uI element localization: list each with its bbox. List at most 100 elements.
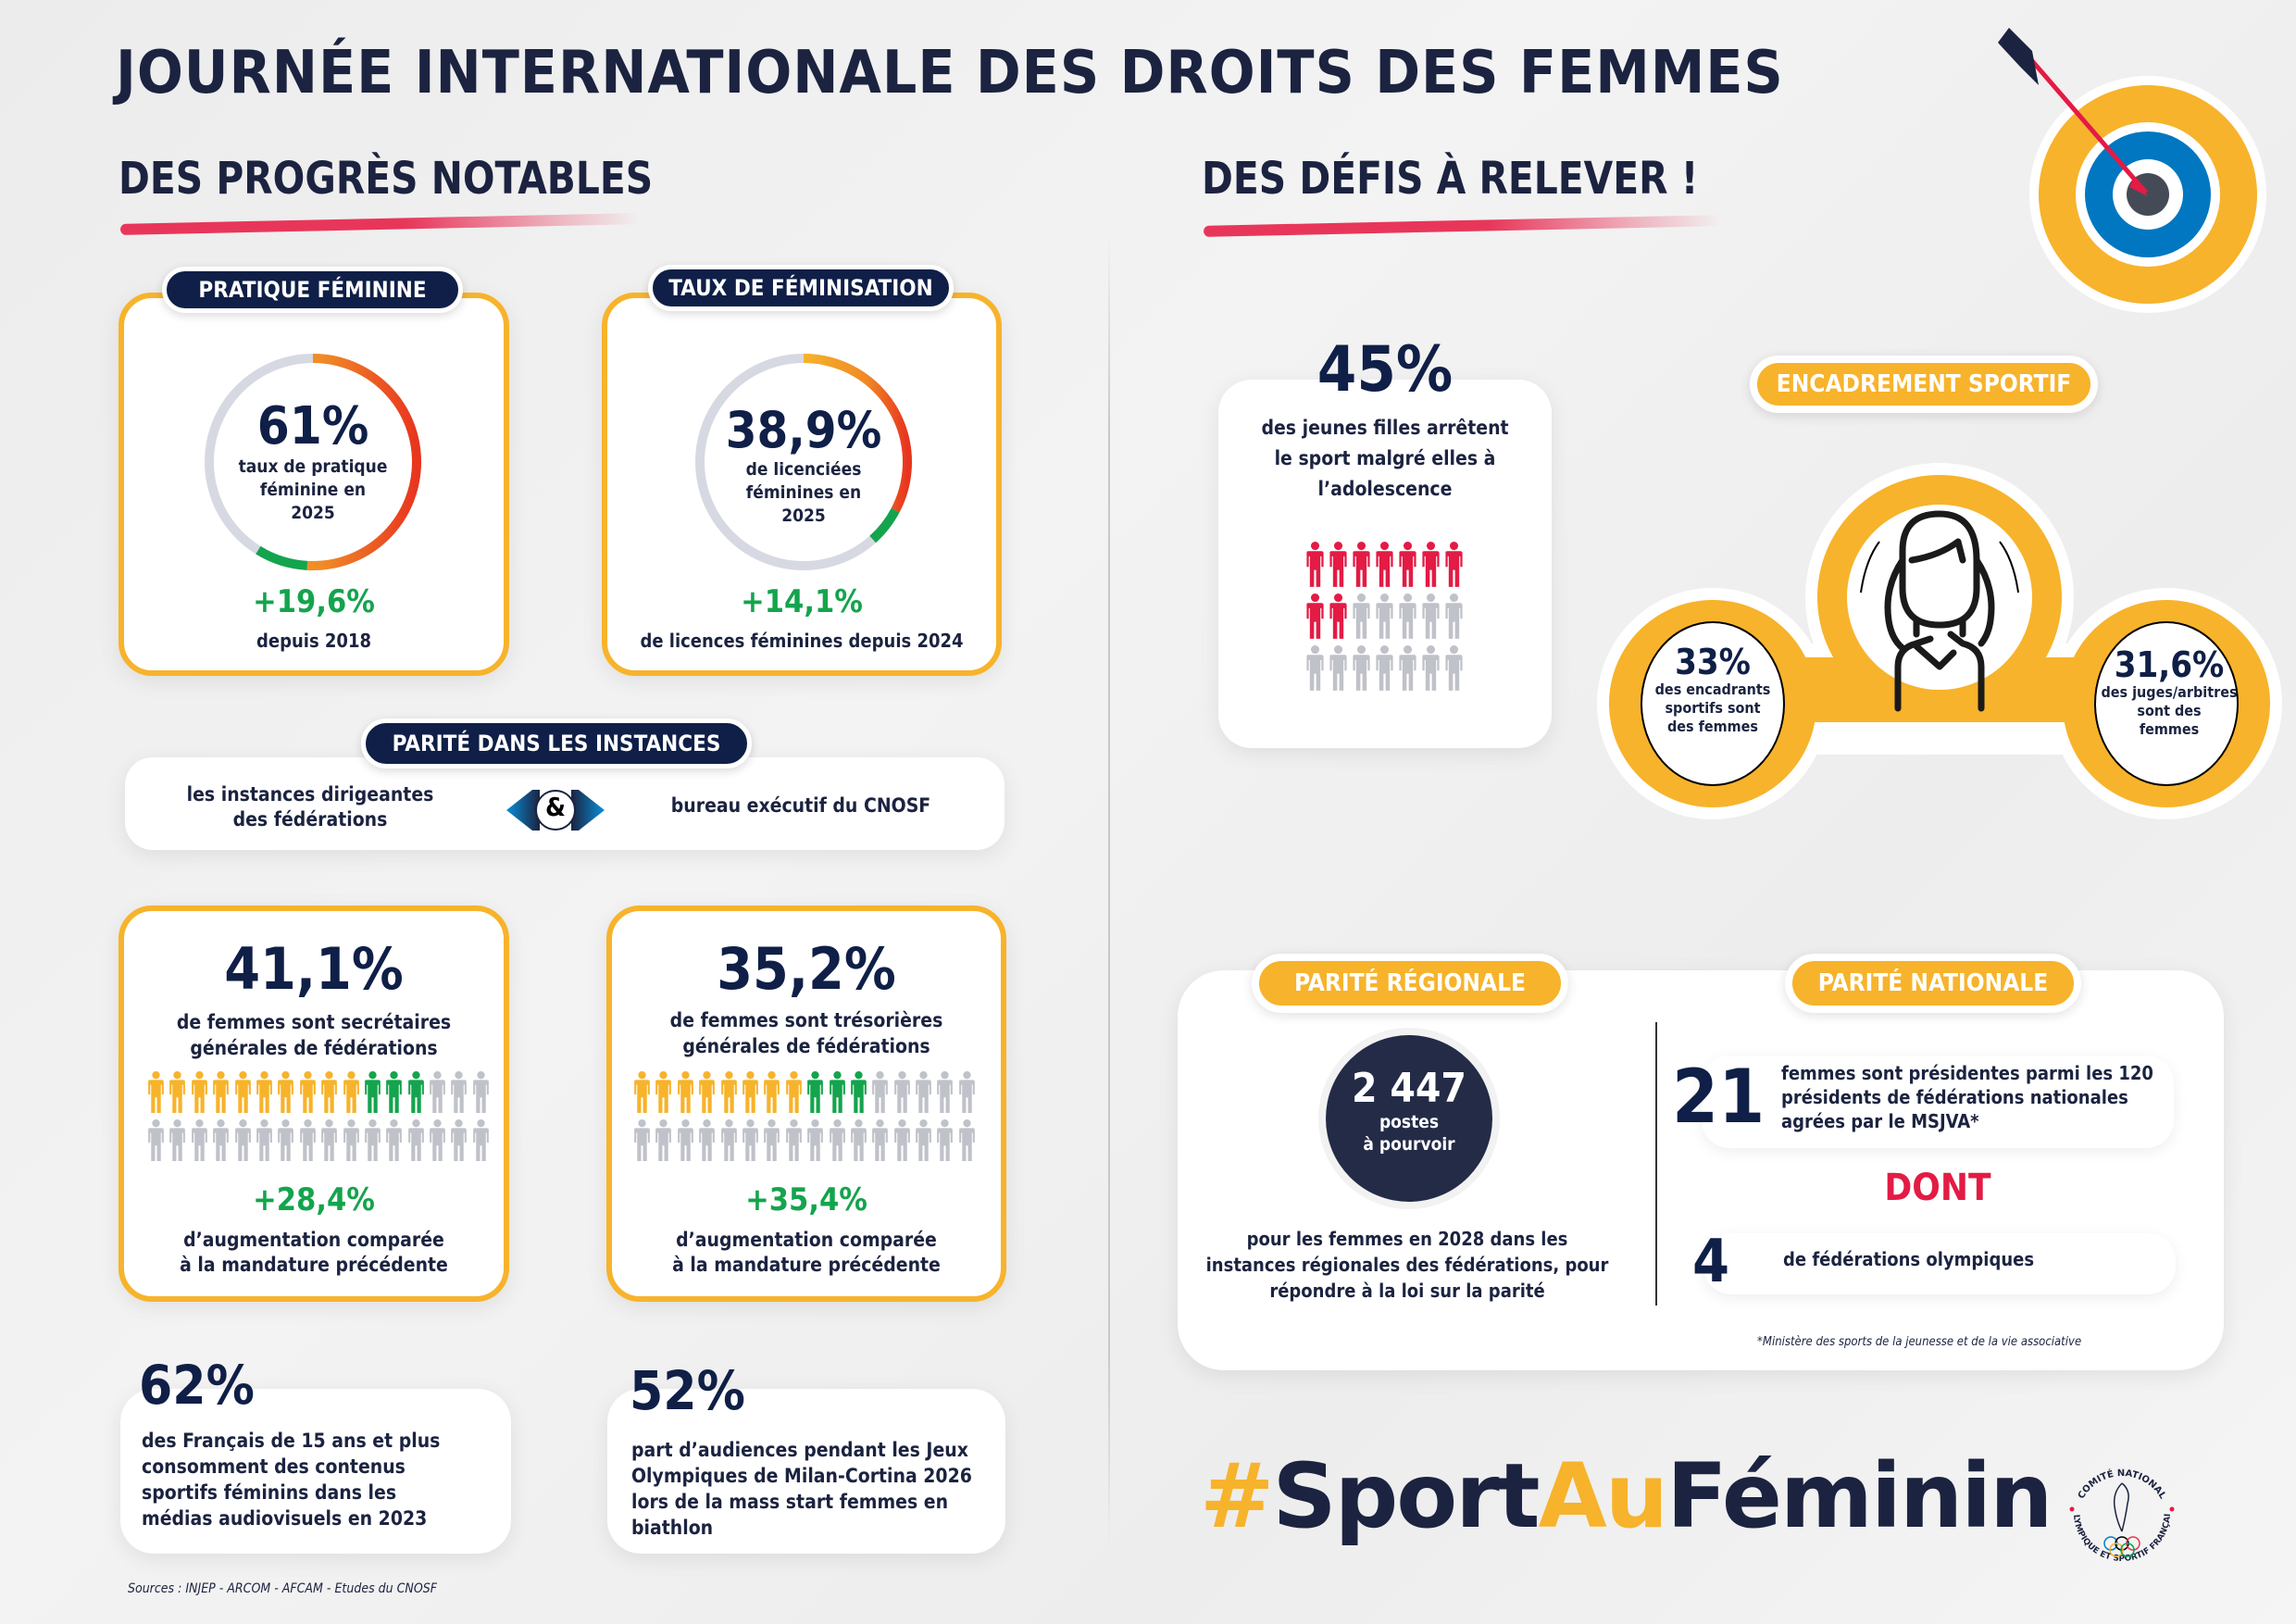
person-icon bbox=[914, 1119, 933, 1166]
person-icon bbox=[828, 1071, 847, 1118]
person-icon bbox=[1443, 542, 1465, 592]
person-icon bbox=[1328, 593, 1349, 643]
feminisation-delta-desc: de licences féminines depuis 2024 bbox=[640, 630, 964, 652]
medias-desc-4: médias audiovisuels en 2023 bbox=[142, 1507, 428, 1530]
audiences-desc-4: biathlon bbox=[631, 1517, 714, 1539]
person-icon bbox=[1351, 542, 1372, 592]
msjva-footnote: *Ministère des sports de la jeunesse et … bbox=[1757, 1335, 2082, 1349]
parite-regionale-tag: PARITÉ RÉGIONALE bbox=[1252, 954, 1568, 1013]
pratique-feminine-tag: PRATIQUE FÉMININE bbox=[162, 267, 463, 313]
person-icon bbox=[276, 1071, 295, 1118]
person-icon bbox=[1328, 645, 1349, 695]
person-icon bbox=[211, 1071, 231, 1118]
pratique-delta-desc: depuis 2018 bbox=[256, 630, 371, 652]
person-icon bbox=[233, 1071, 253, 1118]
secretaires-value: 41,1% bbox=[224, 935, 404, 1003]
person-icon bbox=[870, 1071, 890, 1118]
person-icon bbox=[1304, 593, 1326, 643]
person-icon bbox=[1304, 542, 1326, 592]
person-icon bbox=[342, 1071, 361, 1118]
abandon-pictogram bbox=[1304, 542, 1471, 697]
pratique-donut-chart bbox=[198, 347, 428, 577]
person-icon bbox=[168, 1119, 187, 1166]
person-icon bbox=[957, 1071, 977, 1118]
person-icon bbox=[298, 1119, 318, 1166]
person-icon bbox=[719, 1119, 739, 1166]
tresorieres-pictogram bbox=[632, 1071, 984, 1168]
feminisation-value: 38,9% bbox=[725, 401, 882, 459]
person-icon bbox=[935, 1071, 955, 1118]
postes-circle bbox=[1326, 1035, 1492, 1202]
person-icon bbox=[471, 1071, 491, 1118]
pratique-desc-2: féminine en bbox=[259, 480, 367, 500]
parite-instances-left-1: les instances dirigeantes bbox=[186, 783, 434, 806]
person-icon bbox=[1420, 542, 1441, 592]
tresorieres-delta-desc-2: à la mandature précédente bbox=[672, 1254, 941, 1276]
feminisation-desc-1: de licenciées bbox=[745, 459, 862, 480]
encadrement-tag: ENCADREMENT SPORTIF bbox=[1750, 356, 2098, 413]
secretaires-delta: +28,4% bbox=[253, 1181, 375, 1218]
person-icon bbox=[1328, 542, 1349, 592]
person-icon bbox=[1374, 593, 1395, 643]
regionale-desc-2: instances régionales des fédérations, po… bbox=[1205, 1254, 1609, 1276]
olympiques-card bbox=[1703, 1233, 2176, 1294]
presidentes-desc-1: femmes sont présidentes parmi les 120 bbox=[1781, 1062, 2153, 1084]
cnosf-logo: COMITÉ NATIONAL OLYMPIQUE ET SPORTIF FRA… bbox=[2053, 1449, 2187, 1585]
person-icon bbox=[632, 1071, 652, 1118]
secretaires-desc-1: de femmes sont secrétaires bbox=[176, 1011, 452, 1033]
audiences-card bbox=[607, 1389, 1005, 1554]
brush-underline bbox=[1203, 215, 1723, 237]
abandon-desc-2: le sport malgré elles à bbox=[1274, 447, 1496, 469]
encadrants-value: 33% bbox=[1675, 642, 1751, 682]
person-icon bbox=[784, 1071, 804, 1118]
hashtag-feminin: Féminin bbox=[1666, 1444, 2053, 1548]
tresorieres-delta-desc-1: d’augmentation comparée bbox=[676, 1229, 937, 1251]
person-icon bbox=[1304, 645, 1326, 695]
presidentes-card bbox=[1702, 1056, 2174, 1148]
person-icon bbox=[828, 1119, 847, 1166]
person-icon bbox=[1443, 645, 1465, 695]
person-icon bbox=[384, 1071, 404, 1118]
right-section-heading: DES DÉFIS À RELEVER ! bbox=[1202, 153, 1699, 205]
person-icon bbox=[342, 1119, 361, 1166]
abandon-desc-3: l’adolescence bbox=[1317, 478, 1453, 500]
arbitres-value: 31,6% bbox=[2114, 644, 2225, 685]
person-icon bbox=[190, 1071, 209, 1118]
person-icon bbox=[741, 1119, 760, 1166]
feminisation-donut-chart bbox=[689, 347, 918, 577]
column-divider bbox=[1108, 231, 1110, 1546]
person-icon bbox=[805, 1119, 825, 1166]
feminisation-desc-3: 2025 bbox=[781, 506, 826, 526]
person-icon bbox=[363, 1071, 382, 1118]
postes-sub-1: postes bbox=[1379, 1112, 1440, 1132]
presidentes-desc-2: présidents de fédérations nationales bbox=[1781, 1086, 2128, 1108]
person-icon bbox=[1374, 542, 1395, 592]
parite-instances-right: bureau exécutif du CNOSF bbox=[670, 794, 931, 817]
parite-instances-tag: PARITÉ DANS LES INSTANCES bbox=[361, 718, 752, 768]
audiences-desc-1: part d’audiences pendant les Jeux bbox=[631, 1439, 968, 1461]
person-icon bbox=[697, 1071, 717, 1118]
person-icon bbox=[654, 1119, 673, 1166]
arbitres-desc-2: sont des bbox=[2137, 702, 2202, 719]
abandon-value: 45% bbox=[1316, 333, 1454, 406]
olympiques-value: 4 bbox=[1692, 1228, 1730, 1296]
abandon-desc-1: des jeunes filles arrêtent bbox=[1261, 417, 1509, 439]
regionale-desc-1: pour les femmes en 2028 dans les bbox=[1246, 1228, 1568, 1250]
person-icon bbox=[1351, 593, 1372, 643]
panel-divider bbox=[1655, 1022, 1657, 1305]
page-title: JOURNÉE INTERNATIONALE DES DROITS DES FE… bbox=[116, 39, 1784, 107]
person-icon bbox=[676, 1119, 695, 1166]
hashtag-au: Au bbox=[1538, 1444, 1668, 1548]
regionale-desc-3: répondre à la loi sur la parité bbox=[1269, 1280, 1545, 1302]
person-icon bbox=[1351, 645, 1372, 695]
person-icon bbox=[406, 1071, 426, 1118]
medias-value: 62% bbox=[139, 1354, 255, 1417]
hashtag-sport: Sport bbox=[1272, 1444, 1540, 1548]
tresorieres-delta: +35,4% bbox=[745, 1181, 867, 1218]
person-icon bbox=[632, 1119, 652, 1166]
audiences-desc-2: Olympiques de Milan-Cortina 2026 bbox=[631, 1465, 972, 1487]
postes-value: 2 447 bbox=[1352, 1065, 1466, 1112]
pratique-desc-3: 2025 bbox=[291, 503, 335, 523]
tresorieres-desc-2: générales de fédérations bbox=[682, 1035, 930, 1057]
secretaires-pictogram bbox=[146, 1071, 498, 1168]
